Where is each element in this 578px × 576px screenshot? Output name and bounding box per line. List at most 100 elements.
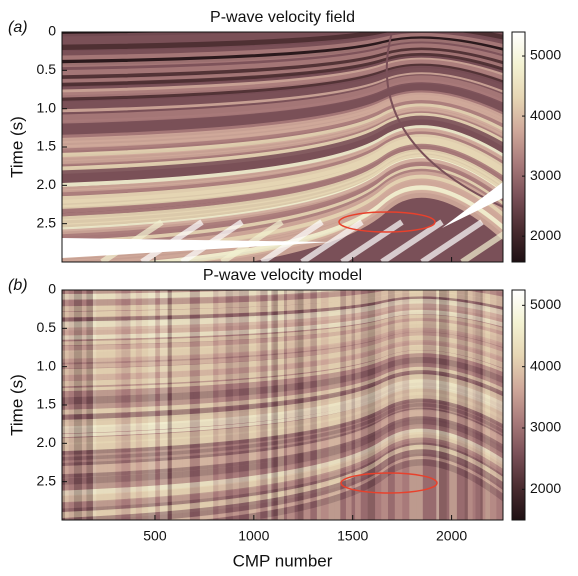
highlight-ellipse bbox=[338, 211, 436, 233]
texture-stripe bbox=[480, 290, 483, 520]
texture-stripe bbox=[243, 290, 249, 520]
texture-band bbox=[62, 391, 503, 452]
panel-label: (b) bbox=[8, 277, 28, 294]
texture-stripe bbox=[86, 290, 89, 520]
texture-stripe bbox=[485, 290, 491, 520]
texture-stripe bbox=[273, 290, 278, 520]
texture-stripe bbox=[355, 290, 361, 520]
heatmap-image bbox=[62, 32, 503, 262]
texture-stripe bbox=[260, 290, 268, 520]
texture-band bbox=[62, 366, 503, 416]
texture-band bbox=[62, 449, 503, 520]
texture-band bbox=[62, 385, 503, 438]
texture-stripe bbox=[367, 290, 376, 520]
texture-band bbox=[62, 290, 503, 312]
texture-stripe bbox=[402, 290, 410, 520]
texture-stripe bbox=[467, 290, 473, 520]
texture-band bbox=[62, 50, 503, 84]
texture-band bbox=[62, 296, 503, 323]
texture-band bbox=[62, 362, 503, 410]
texture-stripe bbox=[360, 290, 368, 520]
texture-stripe bbox=[130, 290, 136, 520]
texture-band bbox=[62, 32, 503, 54]
texture-stripe bbox=[297, 290, 304, 520]
texture-stripe bbox=[381, 290, 388, 520]
texture-band bbox=[62, 339, 503, 382]
texture-band bbox=[62, 63, 503, 102]
y-tick-label: 2.5 bbox=[37, 214, 57, 230]
y-tick-label: 1.5 bbox=[37, 396, 57, 412]
y-tick-label: 0 bbox=[48, 23, 56, 39]
texture-band bbox=[62, 72, 503, 113]
texture-band bbox=[62, 82, 503, 128]
texture-band bbox=[62, 403, 503, 461]
y-tick-label: 1.5 bbox=[37, 138, 57, 154]
texture-stripe bbox=[159, 290, 168, 520]
texture-stripe bbox=[439, 290, 447, 520]
texture-stripe bbox=[387, 290, 395, 520]
texture-band bbox=[62, 43, 503, 78]
texture-stripe bbox=[394, 290, 403, 520]
texture-stripe bbox=[167, 290, 172, 520]
texture-band bbox=[62, 47, 503, 80]
texture-band bbox=[62, 90, 503, 139]
texture-stripe bbox=[472, 290, 476, 520]
texture-stripe bbox=[103, 290, 108, 520]
x-tick-label: 500 bbox=[143, 528, 167, 544]
texture-band bbox=[62, 291, 503, 318]
texture-stripe bbox=[345, 290, 349, 520]
texture-stripe bbox=[248, 290, 257, 520]
texture-band bbox=[62, 32, 503, 47]
colorbar-tick-label: 5000 bbox=[530, 47, 561, 63]
chart-title: P-wave velocity model bbox=[203, 267, 362, 284]
texture-stripe bbox=[92, 290, 97, 520]
colorbar-tick-label: 2000 bbox=[530, 480, 561, 496]
texture-stripe bbox=[416, 290, 423, 520]
texture-band bbox=[62, 125, 503, 188]
texture-white bbox=[442, 182, 503, 228]
texture-stripe bbox=[135, 290, 142, 520]
texture-stripe bbox=[96, 290, 104, 520]
texture-band bbox=[62, 327, 503, 363]
texture-band bbox=[62, 374, 503, 429]
texture-band bbox=[460, 231, 503, 262]
y-tick-label: 1.0 bbox=[37, 357, 57, 373]
y-tick-label: 0 bbox=[48, 281, 56, 297]
texture-band bbox=[62, 388, 503, 445]
colorbar-tick-label: 2000 bbox=[530, 227, 561, 243]
texture-band bbox=[62, 136, 503, 208]
texture-stripe bbox=[175, 290, 183, 520]
y-tick-label: 0.5 bbox=[37, 61, 57, 77]
texture-band bbox=[62, 108, 503, 166]
texture-stripe bbox=[464, 290, 468, 520]
texture-stripe bbox=[490, 290, 497, 520]
x-axis-label: CMP number bbox=[233, 551, 333, 570]
texture-stripe bbox=[277, 290, 284, 520]
texture-stripe bbox=[121, 290, 126, 520]
texture-stripe bbox=[115, 290, 122, 520]
texture-stripe bbox=[320, 290, 329, 520]
texture-stripe bbox=[267, 290, 272, 520]
texture-band bbox=[62, 65, 503, 107]
texture-stripe bbox=[351, 290, 356, 520]
texture-stripe bbox=[218, 290, 226, 520]
x-tick-label: 2000 bbox=[436, 528, 467, 544]
highlight-ellipse bbox=[340, 472, 438, 494]
texture-band bbox=[201, 459, 503, 520]
texture-band bbox=[62, 332, 503, 369]
texture-band bbox=[62, 356, 503, 405]
texture-band bbox=[340, 219, 404, 262]
texture-band bbox=[62, 314, 503, 346]
texture-stripe bbox=[496, 290, 503, 520]
texture-stripe bbox=[125, 290, 131, 520]
colorbar-tick-label: 3000 bbox=[530, 167, 561, 183]
texture-stripe bbox=[171, 290, 176, 520]
texture-stripe bbox=[283, 290, 288, 520]
texture-band bbox=[62, 353, 503, 399]
texture-band bbox=[62, 87, 503, 136]
texture-band bbox=[62, 75, 503, 123]
texture-stripe bbox=[199, 290, 208, 520]
x-tick-label: 1000 bbox=[238, 528, 269, 544]
texture-band bbox=[62, 32, 503, 52]
texture-band bbox=[420, 219, 484, 262]
